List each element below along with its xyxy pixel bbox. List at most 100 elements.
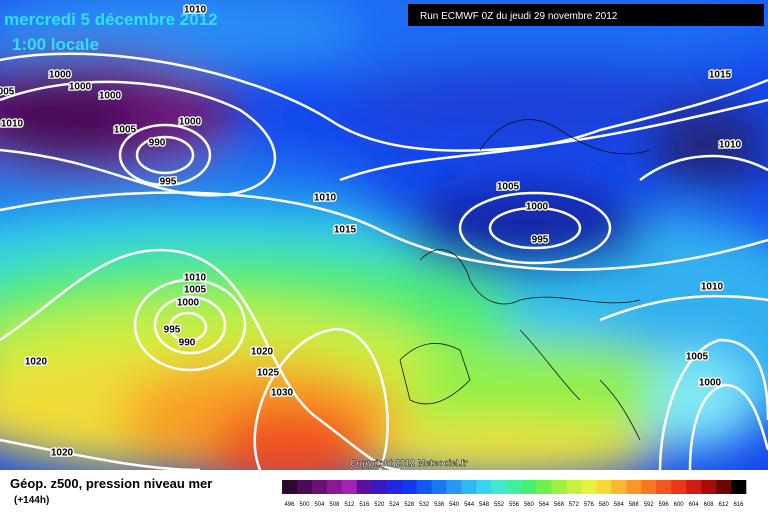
pressure-label: 1020 xyxy=(251,347,274,358)
color-swatch xyxy=(356,480,373,494)
coastline xyxy=(479,119,651,155)
colorbar-tick-label: 612 xyxy=(719,502,730,508)
run-info: Run ECMWF 0Z du jeudi 29 novembre 2012 xyxy=(420,11,618,22)
colorbar-tick-label: 512 xyxy=(344,502,355,508)
colorbar-tick-label: 592 xyxy=(644,502,655,508)
pressure-label: 1010 xyxy=(719,140,742,151)
pressure-label: 1030 xyxy=(271,388,294,399)
color-swatch xyxy=(282,480,298,494)
color-swatch xyxy=(521,480,537,494)
color-swatch xyxy=(386,480,403,494)
colorbar-tick-label: 520 xyxy=(374,502,385,508)
colorbar-tick-label: 504 xyxy=(314,502,325,508)
colorbar-tick-label: 556 xyxy=(509,502,520,508)
pressure-label: 1015 xyxy=(334,225,357,236)
color-swatch xyxy=(341,480,358,494)
color-swatch xyxy=(461,480,477,494)
pressure-label: 1010 xyxy=(701,282,724,293)
isobar xyxy=(0,191,768,271)
colorbar-tick-label: 616 xyxy=(734,502,745,508)
isobar xyxy=(688,383,768,470)
pressure-label: 1005 xyxy=(184,285,207,296)
pressure-label: 1020 xyxy=(51,448,74,459)
pressure-label: 1010 xyxy=(1,119,24,130)
pressure-label: 1005 xyxy=(497,182,520,193)
color-swatch xyxy=(431,480,447,494)
colorbar-tick-label: 508 xyxy=(329,502,340,508)
isobar xyxy=(488,206,582,250)
pressure-label: 1000 xyxy=(179,117,202,128)
colorbar-tick-label: 516 xyxy=(359,502,370,508)
isobar xyxy=(118,123,212,187)
color-swatch xyxy=(326,480,343,494)
coastline xyxy=(419,249,641,305)
run-box xyxy=(408,4,764,26)
colorbar-tick-label: 572 xyxy=(569,502,580,508)
colorbar-tick-label: 588 xyxy=(629,502,640,508)
color-swatch xyxy=(731,480,747,494)
colorbar-tick-label: 608 xyxy=(704,502,715,508)
pressure-label: 1025 xyxy=(257,368,280,379)
colorbar-tick-label: 552 xyxy=(494,502,505,508)
isobar xyxy=(0,438,201,470)
pressure-label: 1010 xyxy=(314,193,337,204)
pressure-label: 1015 xyxy=(709,70,732,81)
color-swatch xyxy=(311,480,328,494)
color-swatch xyxy=(401,480,418,494)
color-swatch xyxy=(686,480,702,494)
color-swatch xyxy=(416,480,432,494)
colorbar-tick-label: 532 xyxy=(419,502,430,508)
colorbar-tick-label: 600 xyxy=(674,502,685,508)
pressure-label: 1000 xyxy=(49,70,72,81)
map-date: mercredi 5 décembre 2012 xyxy=(4,10,218,29)
colorbar-tick-label: 584 xyxy=(614,502,625,508)
color-swatch xyxy=(701,480,717,494)
pressure-label: 1010 xyxy=(184,273,207,284)
pressure-label: 1005 xyxy=(114,125,137,136)
color-swatch xyxy=(626,480,642,494)
lead-time: (+144h) xyxy=(14,495,49,506)
pressure-label: 005 xyxy=(0,87,15,98)
colorbar-tick-label: 568 xyxy=(554,502,565,508)
color-swatch xyxy=(296,480,313,494)
color-swatch xyxy=(566,480,582,494)
coastline xyxy=(519,329,641,441)
isobar xyxy=(639,154,768,182)
pressure-label: 1000 xyxy=(526,202,549,213)
isobar xyxy=(133,278,247,372)
coastline xyxy=(399,343,471,405)
colorbar-tick-label: 500 xyxy=(299,502,310,508)
pressure-label: 995 xyxy=(164,325,181,336)
pressure-label: 995 xyxy=(532,235,549,246)
pressure-label: 1000 xyxy=(177,298,200,309)
colorbar-tick-label: 544 xyxy=(464,502,475,508)
colorbar-tick-label: 564 xyxy=(539,502,550,508)
color-swatch xyxy=(581,480,597,494)
isobar xyxy=(168,311,208,343)
isobar xyxy=(0,248,401,470)
color-swatch xyxy=(506,480,522,494)
colorbar: 496 500 504 508 512 516 520 524 528 532 536 540 544 5… xyxy=(282,480,747,508)
pressure-label: 1005 xyxy=(686,352,709,363)
pressure-label: 1020 xyxy=(25,357,48,368)
pressure-label: 1000 xyxy=(69,82,92,93)
isobar xyxy=(658,338,768,470)
colorbar-tick-label: 576 xyxy=(584,502,595,508)
color-swatch xyxy=(551,480,567,494)
colorbar-tick-label: 560 xyxy=(524,502,535,508)
colorbar-tick-label: 548 xyxy=(479,502,490,508)
colorbar-tick-label: 596 xyxy=(659,502,670,508)
isobar xyxy=(339,78,768,182)
isobar xyxy=(458,191,612,265)
color-swatch xyxy=(656,480,672,494)
pressure-label: 990 xyxy=(149,138,166,149)
pressure-label: 1000 xyxy=(699,378,722,389)
isobar xyxy=(135,135,195,175)
isobar xyxy=(153,295,227,355)
color-swatch xyxy=(641,480,657,494)
map-time: 1:00 locale xyxy=(12,35,99,54)
colorbar-tick-label: 580 xyxy=(599,502,610,508)
